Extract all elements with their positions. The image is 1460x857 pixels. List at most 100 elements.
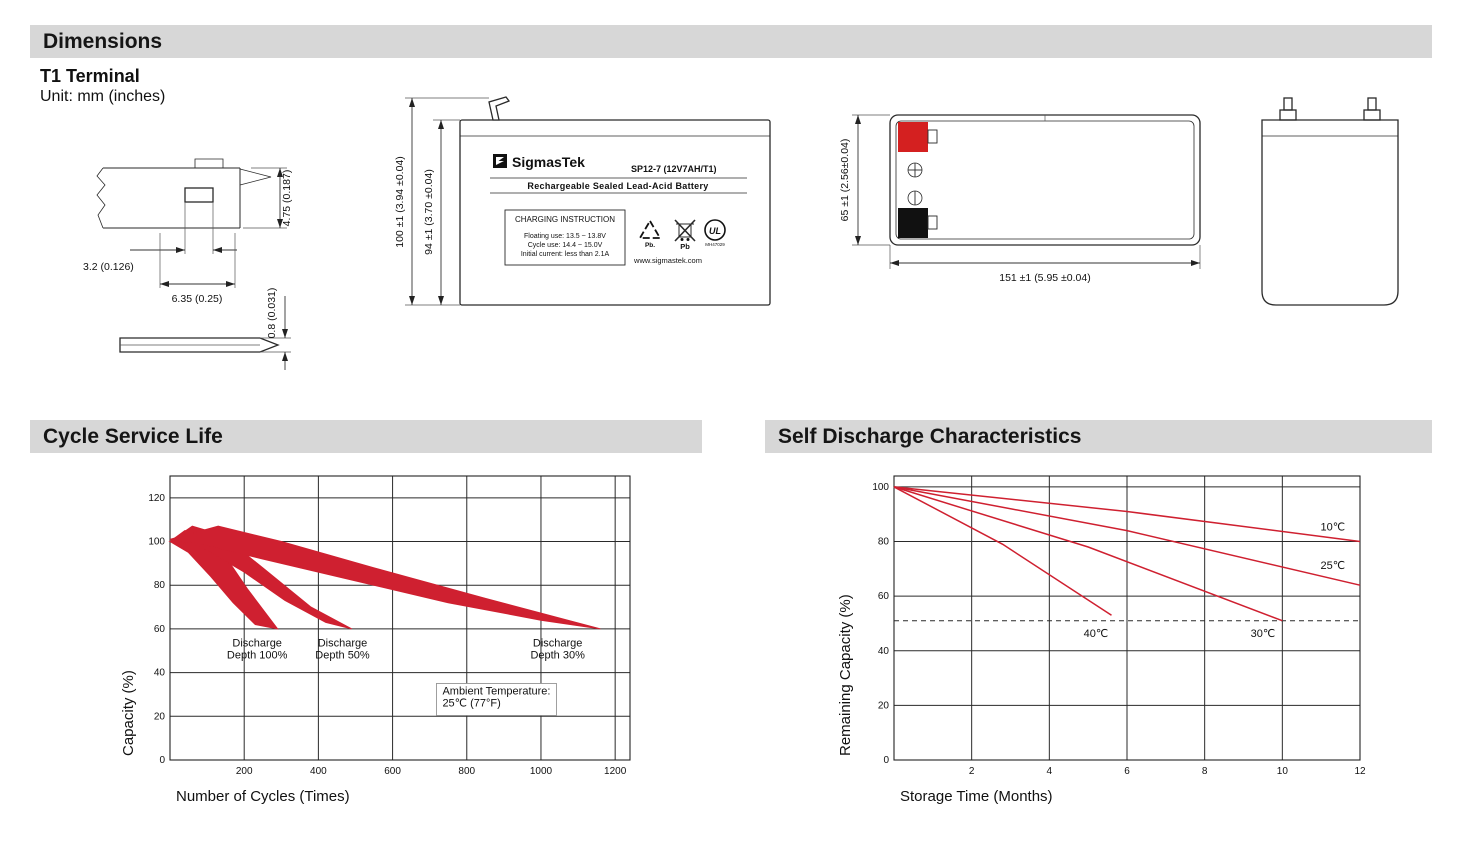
series-line (893, 486, 1361, 586)
model-number: SP12-7 (12V7AH/T1) (631, 164, 717, 174)
y-tick-label: 100 (148, 537, 165, 548)
x-tick-label: 6 (1124, 766, 1130, 777)
x-axis-title: Storage Time (Months) (900, 788, 1053, 805)
dim-length: 151 ±1 (5.95 ±0.04) (999, 272, 1091, 284)
y-tick-label: 0 (159, 755, 165, 766)
positive-symbol-icon (907, 162, 923, 178)
annotation-text: 25℃ (77°F) (442, 697, 500, 709)
terminal-boss (194, 158, 224, 168)
y-axis-title: Remaining Capacity (%) (837, 594, 854, 756)
plot-frame (893, 475, 1361, 761)
annotation-text: Discharge (232, 637, 282, 649)
dim-case-height: 94 ±1 (3.70 ±0.04) (423, 169, 435, 255)
annotation-text: Depth 50% (315, 649, 370, 661)
dim-blade-thickness: 0.8 (0.031) (266, 288, 278, 339)
annotation-text: Depth 100% (227, 649, 288, 661)
battery-label: SigmasTek SP12-7 (12V7AH/T1) Rechargeabl… (490, 154, 747, 266)
discharge-band (169, 525, 601, 630)
charging-line-2: Cycle use: 14.4 ~ 15.0V (528, 242, 603, 249)
ul-mark-icon: UL MH47029 (704, 219, 726, 247)
ul-file-number: MH47029 (705, 242, 725, 247)
section-header-self-discharge: Self Discharge Characteristics (765, 420, 1432, 453)
annotation-text: Discharge (318, 637, 368, 649)
self-discharge-chart: 2 4 6 8 10 12 0 20 40 60 80 100 10℃ 25℃ 30℃ 40℃ Storage … (837, 475, 1366, 805)
battery-front-outline (459, 96, 771, 306)
y-tick-label: 80 (878, 537, 890, 548)
negative-terminal (898, 208, 928, 238)
charging-instruction-box: CHARGING INSTRUCTION Floating use: 13.5 … (504, 209, 626, 266)
y-tick-label: 100 (872, 482, 889, 493)
pb-disposal-icon: Pb (674, 219, 696, 251)
section-header-cycle-service-life: Cycle Service Life (30, 420, 702, 453)
charging-line-1: Floating use: 13.5 ~ 13.8V (524, 233, 606, 240)
x-tick-label: 400 (310, 766, 327, 777)
dimension-length-151: 151 ±1 (5.95 ±0.04) (889, 245, 1201, 284)
positive-terminal (898, 122, 928, 152)
series-line (893, 486, 1283, 622)
series-label: 10℃ (1321, 522, 1346, 534)
annotation-box (436, 683, 557, 716)
cycle-service-life-chart: 200 400 600 800 1000 1200 0 20 40 60 80 100 120 Disch… (120, 475, 631, 805)
positive-terminal-tab (927, 129, 938, 144)
dimension-blade-thickness: 0.8 (0.031) (260, 288, 291, 370)
series-line (893, 486, 1361, 543)
x-tick-label: 1000 (530, 766, 553, 777)
x-tick-label: 600 (384, 766, 401, 777)
dimension-case-height: 94 ±1 (3.70 ±0.04) (423, 119, 460, 305)
y-tick-label: 40 (878, 646, 890, 657)
y-tick-label: 0 (883, 755, 889, 766)
series-label: 30℃ (1251, 628, 1276, 640)
dim-terminal-width: 6.35 (0.25) (172, 293, 223, 305)
pb-disposal-label: Pb (680, 242, 690, 251)
battery-front-view: 100 ±1 (3.94 ±0.04) 94 ±1 (3.70 ±0.04) S… (394, 96, 771, 306)
series-line (893, 486, 1112, 616)
dim-width: 65 ±1 (2.56±0.04) (839, 139, 851, 222)
charging-title: CHARGING INSTRUCTION (515, 215, 615, 224)
y-tick-label: 120 (148, 493, 165, 504)
terminal-detail-drawing: 4.75 (0.187) 3.2 (0.126) 6.35 (0.25) 0.8… (83, 158, 293, 370)
x-tick-label: 8 (1202, 766, 1208, 777)
x-tick-label: 12 (1354, 766, 1366, 777)
dimension-width-65: 65 ±1 (2.56±0.04) (839, 114, 890, 246)
pb-recycle-icon: Pb. (638, 219, 662, 249)
y-tick-label: 60 (878, 591, 890, 602)
y-tick-label: 40 (154, 668, 166, 679)
unit-note: Unit: mm (inches) (40, 88, 166, 105)
dimension-total-height: 100 ±1 (3.94 ±0.04) (394, 97, 489, 306)
charging-line-3: Initial current: less than 2.1A (521, 251, 610, 258)
annotation-text: Depth 30% (530, 649, 585, 661)
terminal-tip (239, 168, 272, 186)
plot-frame (169, 475, 631, 761)
break-line (96, 167, 106, 229)
y-tick-label: 20 (878, 700, 890, 711)
terminal-type-label: T1 Terminal (40, 66, 140, 86)
dimension-terminal-height: 4.75 (0.187) (243, 167, 293, 229)
dimension-terminal-width: 6.35 (0.25) (159, 233, 236, 305)
dim-slot-width: 3.2 (0.126) (83, 261, 134, 273)
battery-top-outline (889, 114, 1201, 246)
terminal-tab (488, 96, 511, 121)
website-text: www.sigmastek.com (633, 256, 702, 265)
side-terminal-right (1363, 97, 1381, 121)
battery-top-view: 65 ±1 (2.56±0.04) 151 ±1 (5.95 ±0.04) (839, 114, 1201, 284)
x-tick-label: 4 (1047, 766, 1053, 777)
terminal-slot (184, 187, 214, 203)
battery-side-view (1261, 97, 1399, 306)
negative-terminal-tab (927, 215, 938, 230)
annotation-text: Ambient Temperature: (442, 685, 550, 697)
y-tick-label: 80 (154, 580, 166, 591)
dim-total-height: 100 ±1 (3.94 ±0.04) (394, 156, 406, 248)
product-type: Rechargeable Sealed Lead-Acid Battery (527, 181, 708, 191)
x-tick-label: 200 (236, 766, 253, 777)
ul-mark-text: UL (709, 226, 721, 236)
section-header-dimensions: Dimensions (30, 25, 1432, 58)
pb-recycle-label: Pb. (645, 242, 655, 249)
case-section-outline (96, 158, 272, 229)
negative-symbol-icon (907, 190, 923, 206)
series-label: 40℃ (1084, 628, 1109, 640)
side-terminal-left (1279, 97, 1297, 121)
x-tick-label: 1200 (604, 766, 627, 777)
dimension-slot-width: 3.2 (0.126) (83, 202, 237, 273)
x-axis-title: Number of Cycles (Times) (176, 788, 350, 805)
